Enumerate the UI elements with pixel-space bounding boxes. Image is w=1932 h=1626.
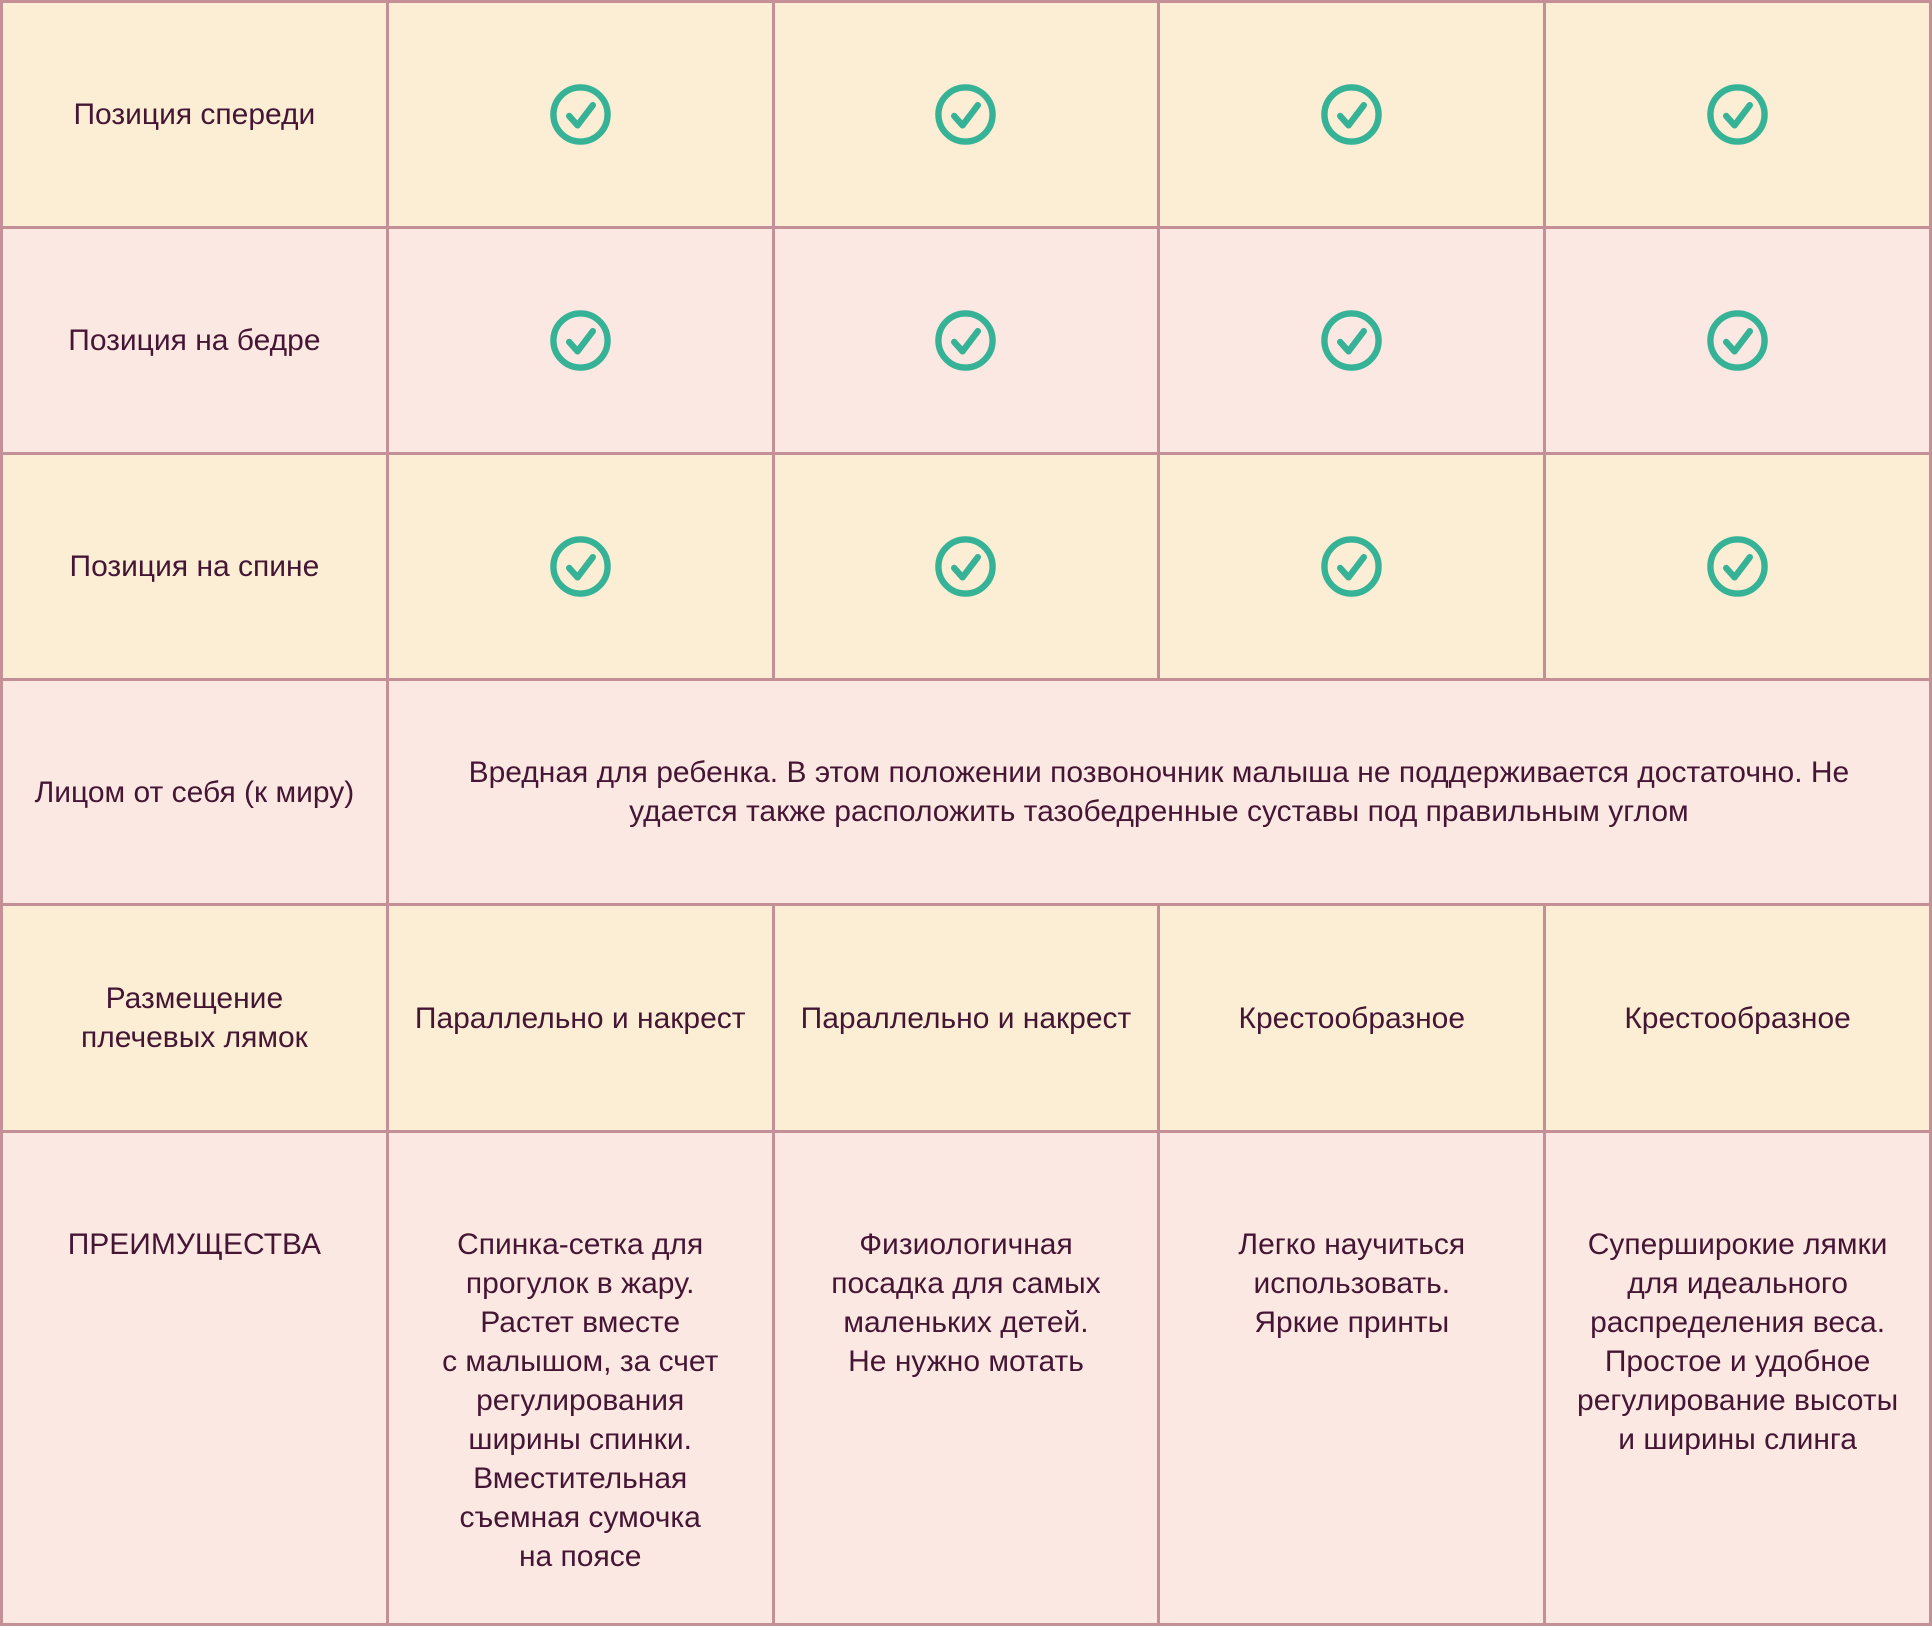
strap-placement-cell: Крестообразное (1157, 903, 1547, 1133)
strap-placement-cell: Параллельно и накрест (385, 903, 775, 1133)
table-row-position-front: Позиция спереди (0, 0, 1932, 229)
check-icon (549, 84, 611, 145)
check-cell (1157, 452, 1547, 681)
check-icon (1321, 310, 1383, 371)
row-label-position-hip: Позиция на бедре (0, 226, 389, 455)
strap-placement-cell: Крестообразное (1543, 903, 1932, 1133)
table-row-advantages: ПРЕИМУЩЕСТВА Спинка-сетка для прогулок в… (0, 1130, 1932, 1626)
warning-note-cell: Вредная для ребенка. В этом положении по… (385, 678, 1932, 906)
advantage-cell: Суперширокие лямки для идеального распре… (1543, 1130, 1932, 1626)
check-icon (1321, 84, 1383, 145)
check-icon (1707, 310, 1768, 371)
check-cell (771, 452, 1161, 681)
table-row-shoulder-straps: Размещение плечевых лямок Параллельно и … (0, 903, 1932, 1133)
check-icon (549, 536, 611, 597)
check-icon (549, 310, 611, 371)
advantage-cell: Спинка-сетка для прогулок в жару. Растет… (385, 1130, 775, 1626)
row-label-position-back: Позиция на спине (0, 452, 389, 681)
row-label-shoulder-straps: Размещение плечевых лямок (0, 903, 389, 1133)
check-cell (1543, 226, 1932, 455)
row-label-advantages: ПРЕИМУЩЕСТВА (0, 1130, 389, 1626)
table-row-position-hip: Позиция на бедре (0, 226, 1932, 455)
check-cell (1157, 226, 1547, 455)
check-cell (771, 226, 1161, 455)
check-icon (935, 84, 997, 145)
check-cell (1543, 452, 1932, 681)
check-cell (771, 0, 1161, 229)
row-label-position-front: Позиция спереди (0, 0, 389, 229)
check-cell (1543, 0, 1932, 229)
check-cell (385, 452, 775, 681)
check-icon (935, 310, 997, 371)
advantage-cell: Физиологичная посадка для самых маленьки… (771, 1130, 1161, 1626)
check-icon (935, 536, 997, 597)
advantage-cell: Легко научиться использовать. Яркие прин… (1157, 1130, 1547, 1626)
row-label-facing-out: Лицом от себя (к миру) (0, 678, 389, 906)
strap-placement-cell: Параллельно и накрест (771, 903, 1161, 1133)
table-row-facing-out: Лицом от себя (к миру) Вредная для ребен… (0, 678, 1932, 906)
check-icon (1321, 536, 1383, 597)
check-cell (385, 226, 775, 455)
check-icon (1707, 84, 1768, 145)
check-icon (1707, 536, 1768, 597)
table-row-position-back: Позиция на спине (0, 452, 1932, 681)
check-cell (385, 0, 775, 229)
check-cell (1157, 0, 1547, 229)
